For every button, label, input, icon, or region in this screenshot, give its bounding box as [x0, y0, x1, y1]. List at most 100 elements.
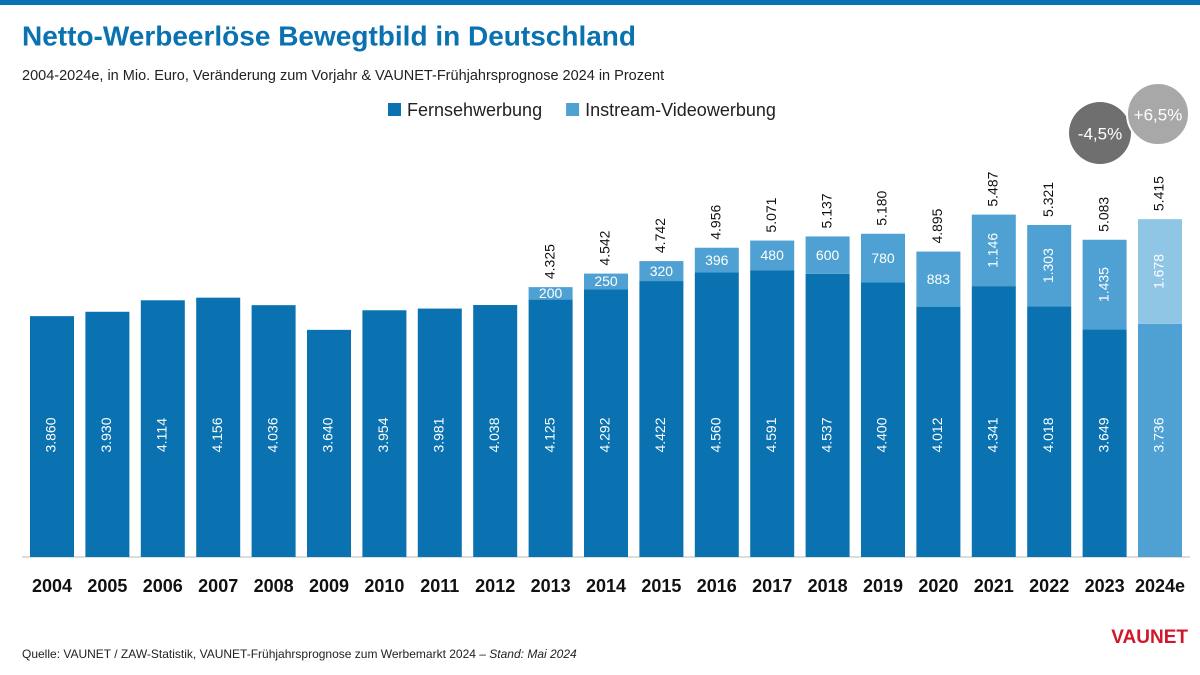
bar-segment [694, 247, 739, 273]
x-tick-label: 2022 [1029, 576, 1069, 596]
x-tick-label: 2012 [475, 576, 515, 596]
value-label: 1.435 [1095, 267, 1111, 302]
x-tick-label: 2011 [420, 576, 459, 596]
bar-segment [584, 289, 628, 557]
value-label: 600 [816, 247, 840, 263]
bar-segment [1138, 323, 1182, 557]
bar-segment [639, 261, 684, 282]
value-label: 320 [650, 263, 674, 279]
x-tick-label: 2004 [32, 576, 72, 596]
value-label: 4.341 [985, 417, 1001, 452]
bar-segment [861, 233, 905, 283]
total-label: 5.180 [874, 191, 890, 226]
bar-segment [473, 305, 518, 557]
x-tick-label: 2021 [974, 576, 1014, 596]
legend: Fernsehwerbung Instream-Videowerbung [388, 100, 776, 120]
annotation-badge [1069, 102, 1131, 164]
bar-segment [694, 272, 739, 557]
bar-segment [251, 305, 296, 557]
x-tick-label: 2020 [918, 576, 958, 596]
x-tick-label: 2018 [808, 576, 848, 596]
value-label: 3.981 [431, 417, 447, 452]
x-tick-label: 2010 [364, 576, 404, 596]
legend-label: Fernsehwerbung [407, 100, 542, 120]
bar-segment [805, 273, 850, 557]
total-label: 4.956 [708, 204, 724, 239]
total-label: 4.895 [929, 208, 945, 243]
bar-segment [362, 310, 407, 557]
value-label: 4.114 [154, 418, 170, 452]
bar-segment [307, 329, 351, 557]
x-tick-label: 2023 [1085, 576, 1125, 596]
value-label: 883 [927, 271, 951, 287]
top-rule [0, 0, 1200, 5]
x-tick-label: 2016 [697, 576, 737, 596]
bar-segment [1027, 306, 1072, 557]
x-tick-label: 2017 [752, 576, 792, 596]
value-label: 4.036 [264, 417, 280, 452]
total-label: 5.415 [1151, 176, 1167, 211]
total-label: 5.487 [985, 171, 1001, 206]
x-tick-label: 2014 [586, 576, 626, 596]
value-label: 3.640 [320, 417, 336, 452]
chart-subtitle: 2004-2024e, in Mio. Euro, Veränderung zu… [22, 68, 664, 84]
value-label: 4.125 [541, 417, 557, 452]
bar-segment [528, 287, 573, 300]
value-label: 250 [594, 273, 618, 289]
value-label: 4.156 [209, 417, 225, 452]
value-label: 4.591 [763, 417, 779, 452]
value-label: 4.292 [597, 417, 613, 452]
legend-swatch [566, 103, 580, 116]
source: Quelle: VAUNET / ZAW-Statistik, VAUNET-F… [22, 647, 577, 661]
value-label: 4.560 [708, 417, 724, 452]
value-label: 4.422 [652, 417, 668, 452]
x-tick-label: 2008 [254, 576, 294, 596]
value-label: 1.146 [985, 233, 1001, 268]
bar-segment [916, 306, 961, 557]
source-text: Quelle: VAUNET / ZAW-Statistik, VAUNET-F… [22, 647, 486, 661]
value-label: 3.860 [43, 417, 59, 452]
bar-segment [750, 240, 795, 271]
bar-segment [196, 297, 241, 557]
bar-segment [1138, 219, 1182, 324]
x-tick-label: 2005 [87, 576, 127, 596]
value-label: 4.012 [929, 417, 945, 452]
value-label: 3.649 [1095, 417, 1111, 452]
bar-segment [971, 214, 1016, 287]
x-tick-label: 2009 [309, 576, 349, 596]
value-label: 4.038 [486, 417, 502, 452]
logo: VAUNET [1111, 627, 1188, 648]
chart-title: Netto-Werbeerlöse Bewegtbild in Deutschl… [22, 20, 636, 51]
value-label: 396 [705, 252, 729, 268]
x-tick-label: 2019 [863, 576, 903, 596]
x-tick-label: 2024e [1135, 576, 1185, 596]
total-label: 4.325 [541, 244, 557, 279]
value-label: 3.736 [1151, 417, 1167, 452]
value-label: 3.930 [98, 417, 114, 452]
bar-segment [1082, 239, 1127, 330]
bar-segment [85, 311, 130, 557]
value-label: 200 [539, 285, 563, 301]
total-label: 5.321 [1040, 182, 1056, 217]
x-tick-label: 2006 [143, 576, 183, 596]
bar-segment [584, 273, 628, 290]
bar-segment [140, 300, 185, 557]
annotation-badge [1126, 82, 1190, 146]
x-tick-label: 2015 [641, 576, 681, 596]
bar-segment [30, 316, 74, 557]
value-label: 4.400 [874, 417, 890, 452]
bar-segment [417, 308, 462, 557]
bar-segment [805, 236, 850, 274]
value-label: 1.303 [1040, 248, 1056, 283]
bar-segment [750, 270, 795, 557]
x-tick-label: 2013 [531, 576, 571, 596]
x-tick-label: 2007 [198, 576, 238, 596]
bar-segment [971, 286, 1016, 557]
value-label: 1.678 [1151, 254, 1167, 289]
value-label: 4.537 [818, 417, 834, 452]
bar-segment [528, 299, 573, 557]
legend-label: Instream-Videowerbung [585, 100, 776, 120]
bar-segment [639, 281, 684, 557]
source-date: Stand: Mai 2024 [489, 647, 577, 661]
value-label: 780 [871, 250, 895, 266]
